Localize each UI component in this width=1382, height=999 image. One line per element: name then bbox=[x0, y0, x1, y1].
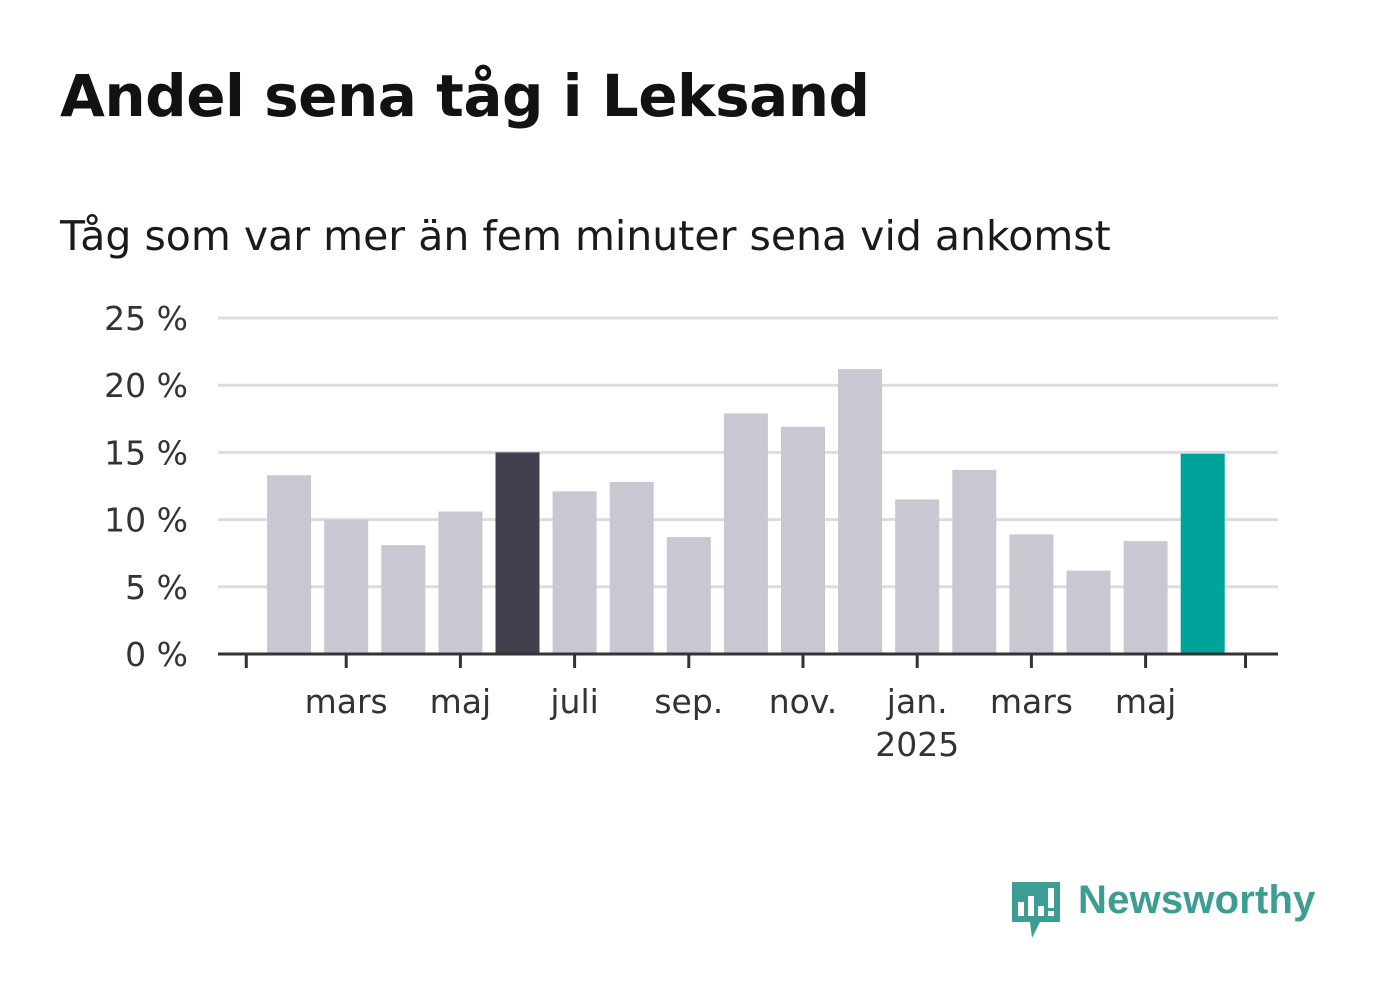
y-tick-label: 25 % bbox=[104, 299, 188, 338]
y-axis-tick-labels: 0 % 5 % 10 % 15 % 20 % 25 % bbox=[104, 299, 188, 674]
y-tick-label: 15 % bbox=[104, 433, 188, 472]
x-tick-label: mars bbox=[990, 682, 1073, 721]
x-tick-label: nov. bbox=[769, 682, 838, 721]
bar bbox=[952, 469, 997, 654]
y-tick-label: 10 % bbox=[104, 501, 188, 540]
bar bbox=[381, 545, 426, 654]
bar bbox=[1180, 453, 1225, 654]
bar bbox=[1066, 570, 1111, 654]
bar bbox=[1123, 541, 1168, 654]
bar bbox=[723, 413, 768, 654]
bars bbox=[267, 369, 1225, 654]
bar bbox=[895, 499, 940, 654]
x-tick-label: maj bbox=[1115, 682, 1177, 721]
x-axis bbox=[218, 652, 1278, 668]
bar bbox=[267, 475, 312, 654]
x-tick-label: sep. bbox=[654, 682, 723, 721]
bar bbox=[552, 491, 597, 654]
bar bbox=[495, 452, 540, 654]
y-tick-label: 5 % bbox=[125, 568, 188, 607]
bar bbox=[666, 537, 711, 654]
x-tick-label: juli bbox=[549, 682, 598, 721]
newsworthy-chart-bubble-icon bbox=[1012, 882, 1060, 938]
x-tick-label: mars bbox=[305, 682, 388, 721]
chart-title: Andel sena tåg i Leksand bbox=[60, 62, 870, 130]
x-tick-label: jan. bbox=[886, 682, 948, 721]
bar bbox=[838, 369, 883, 654]
bar bbox=[781, 426, 825, 654]
bar bbox=[324, 519, 369, 654]
bar bbox=[438, 511, 483, 654]
newsworthy-logo: Newsworthy bbox=[1010, 878, 1330, 940]
y-tick-label: 20 % bbox=[104, 366, 188, 405]
x-axis-tick-labels: mars maj juli sep. nov. jan. 2025 mars maj bbox=[305, 682, 1177, 764]
bar bbox=[1009, 534, 1054, 654]
bar bbox=[609, 481, 654, 654]
y-tick-label: 0 % bbox=[125, 635, 188, 674]
x-tick-label: maj bbox=[430, 682, 492, 721]
newsworthy-wordmark: Newsworthy bbox=[1078, 878, 1316, 922]
chart-subtitle: Tåg som var mer än fem minuter sena vid … bbox=[60, 212, 1111, 260]
x-tick-sublabel: 2025 bbox=[875, 725, 959, 764]
